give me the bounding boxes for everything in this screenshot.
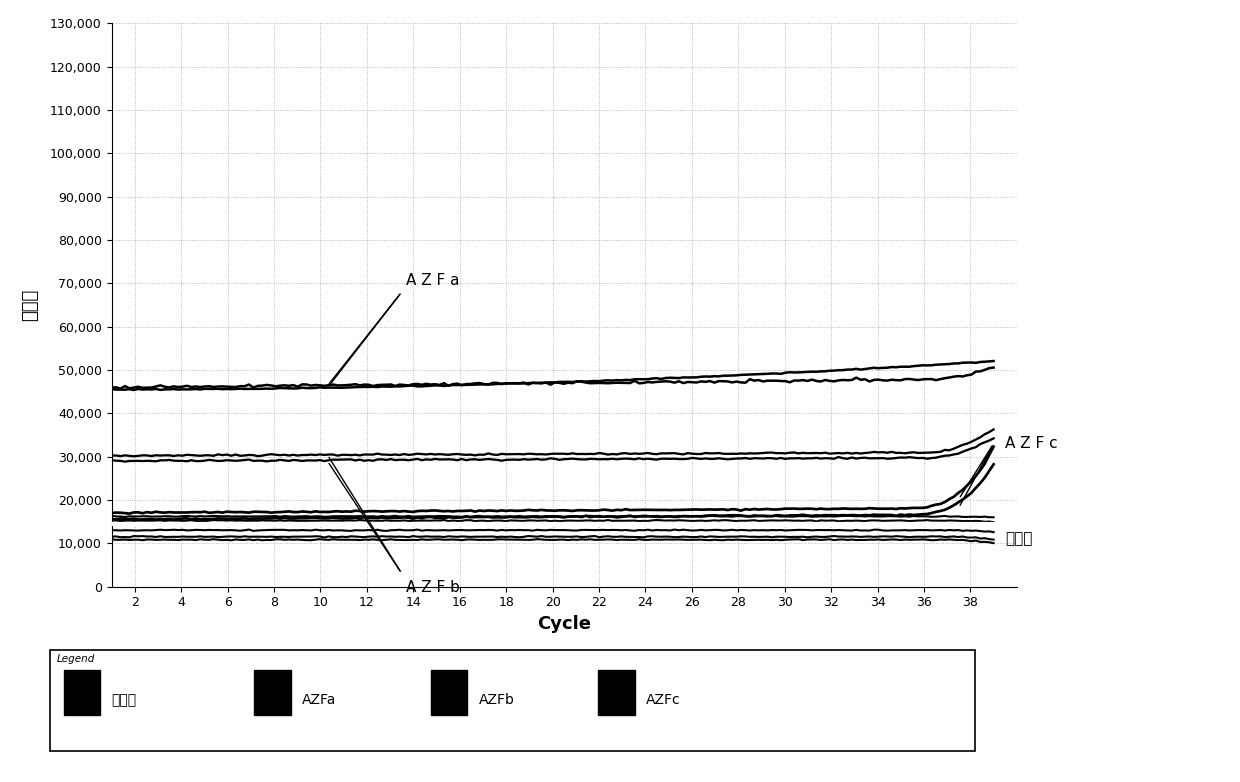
Text: A Z F a: A Z F a bbox=[407, 273, 460, 288]
Bar bbox=[63, 669, 100, 715]
Text: AZFa: AZFa bbox=[301, 693, 336, 707]
Bar bbox=[599, 669, 635, 715]
Bar bbox=[254, 669, 290, 715]
FancyBboxPatch shape bbox=[50, 650, 975, 751]
Text: Legend: Legend bbox=[57, 654, 95, 664]
X-axis label: Cycle: Cycle bbox=[537, 615, 591, 633]
Bar bbox=[432, 669, 467, 715]
Text: A Z F c: A Z F c bbox=[1006, 436, 1058, 451]
Y-axis label: 荧光値: 荧光値 bbox=[21, 289, 38, 321]
Text: 空白组: 空白组 bbox=[1006, 531, 1033, 547]
Text: AZFb: AZFb bbox=[479, 693, 515, 707]
Text: 空白组: 空白组 bbox=[112, 693, 136, 707]
Text: AZFc: AZFc bbox=[646, 693, 681, 707]
Text: A Z F b: A Z F b bbox=[407, 580, 460, 595]
